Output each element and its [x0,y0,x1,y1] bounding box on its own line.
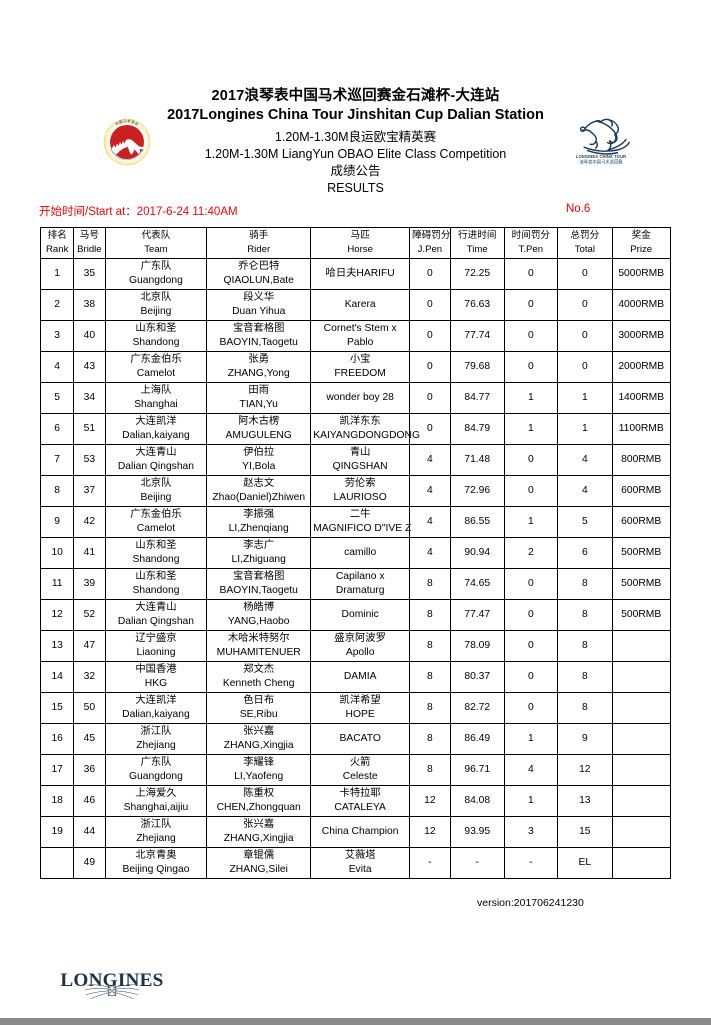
svg-text:LONGINES CHINA TOUR: LONGINES CHINA TOUR [576,154,626,159]
svg-text:浪琴表中国马术巡回赛: 浪琴表中国马术巡回赛 [580,158,624,165]
svg-text:LONGINES: LONGINES [60,970,163,991]
